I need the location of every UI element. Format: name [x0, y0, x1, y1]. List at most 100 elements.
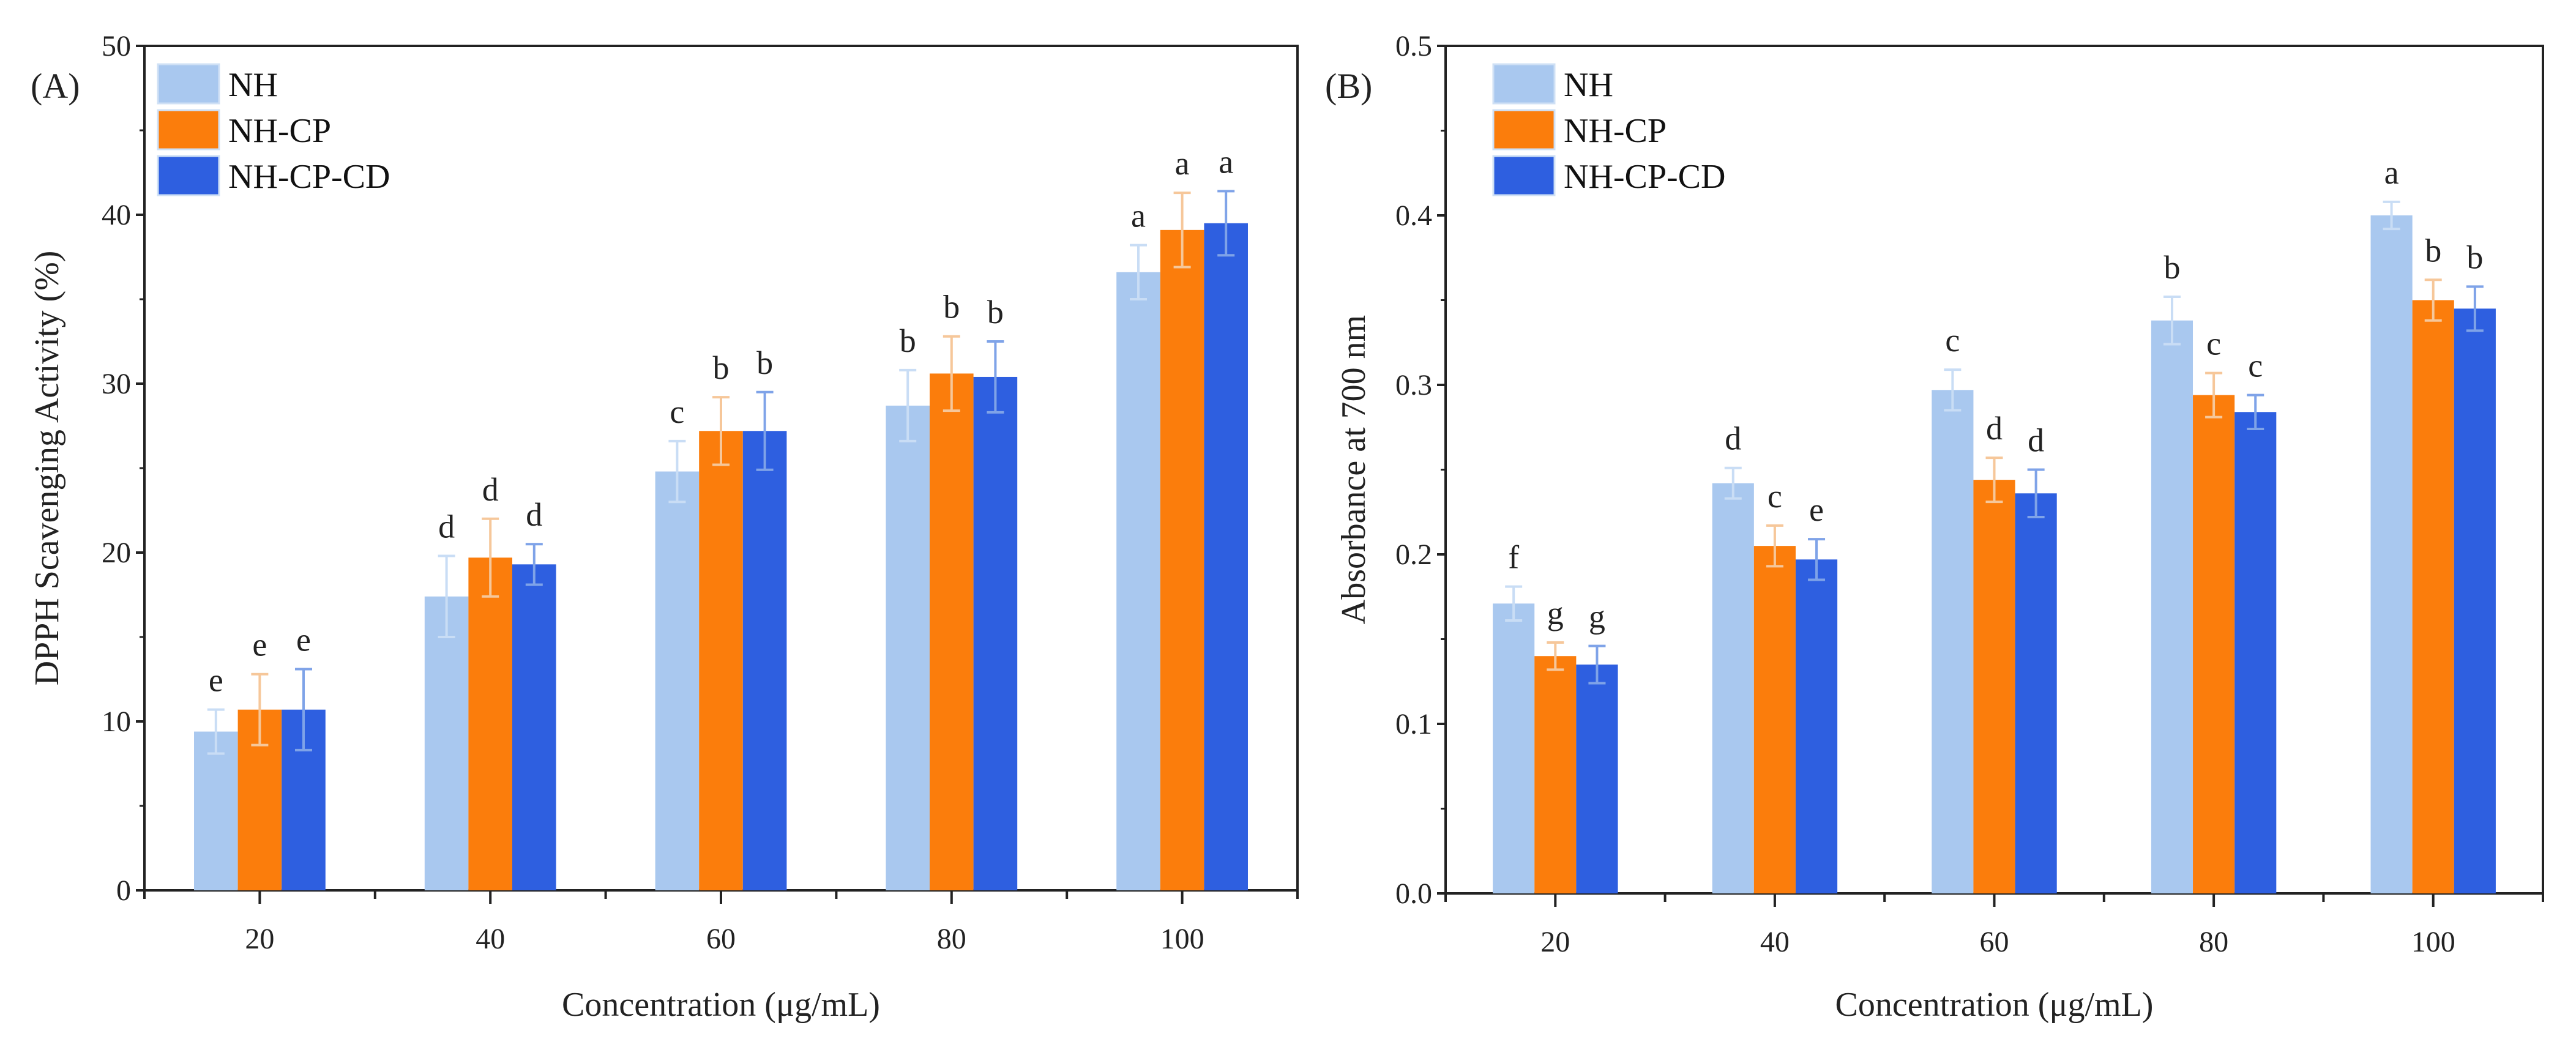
significance-letter: d [2028, 422, 2044, 459]
legend-swatch [1492, 155, 1556, 196]
panel-label: (A) [31, 66, 80, 106]
significance-letter: c [670, 393, 684, 430]
bar-nh-cp-cd-80 [2234, 412, 2277, 893]
significance-letter: c [1945, 322, 1960, 359]
bar-nh-cp-80 [2193, 395, 2235, 893]
bar-nh-100 [2370, 215, 2413, 893]
significance-letter: b [943, 289, 960, 326]
legend-label: NH [228, 66, 278, 104]
legend-label: NH-CP [1564, 112, 1667, 150]
significance-letter: b [987, 294, 1004, 330]
significance-letter: d [482, 471, 499, 508]
significance-letter: e [296, 621, 311, 658]
bar-nh-cp-cd-100 [2454, 308, 2496, 894]
bar-nh-60 [1932, 390, 1974, 893]
significance-letter: c [1768, 478, 1782, 515]
bar-nh-cp-60 [699, 431, 743, 890]
bar-nh-cp-cd-40 [512, 564, 556, 890]
bar-nh-cp-cd-40 [1795, 559, 1838, 893]
x-tick-label: 60 [706, 923, 736, 955]
bar-nh-80 [2151, 320, 2193, 893]
significance-letter: e [1809, 491, 1824, 528]
bar-nh-100 [1116, 272, 1160, 891]
significance-letter: b [713, 349, 730, 386]
y-tick-label: 0 [116, 874, 131, 907]
y-tick-label: 40 [102, 199, 131, 231]
y-tick-label: 0.2 [1395, 538, 1432, 571]
legend: NH NH-CP NH-CP-CD [157, 63, 390, 196]
bar-nh-cp-20 [1534, 656, 1577, 893]
legend: NH NH-CP NH-CP-CD [1492, 63, 1725, 196]
bar-nh-cp-100 [2412, 300, 2454, 893]
significance-letter: a [1219, 143, 1233, 180]
y-tick-label: 10 [102, 706, 131, 738]
significance-letter: g [1589, 598, 1605, 635]
x-tick-label: 100 [1160, 923, 1204, 955]
x-tick-label: 80 [2199, 926, 2228, 958]
legend-swatch [1492, 109, 1556, 151]
bar-nh-cp-cd-60 [742, 431, 787, 890]
y-tick-label: 50 [102, 30, 131, 62]
x-tick-label: 60 [1980, 926, 2009, 958]
bar-nh-cp-cd-100 [1204, 223, 1248, 890]
y-tick-label: 0.0 [1395, 877, 1432, 910]
significance-letter: f [1508, 539, 1519, 576]
significance-letter: d [438, 509, 455, 545]
legend-label: NH-CP-CD [228, 158, 390, 196]
x-tick-label: 100 [2411, 926, 2455, 958]
significance-letter: g [1547, 595, 1564, 631]
significance-letter: d [1725, 420, 1741, 457]
bar-nh-cp-80 [930, 373, 974, 890]
significance-letter: a [1131, 198, 1146, 234]
y-tick-label: 0.1 [1395, 708, 1432, 740]
x-tick-label: 20 [245, 923, 274, 955]
significance-letter: c [2248, 348, 2263, 384]
y-axis-label: DPPH Scavenging Activity (%) [28, 251, 66, 686]
significance-letter: b [2466, 239, 2483, 275]
significance-letter: e [209, 662, 223, 699]
y-axis-label: Absorbance at 700 nm [1335, 315, 1373, 624]
x-tick-label: 40 [1760, 926, 1790, 958]
bar-nh-cp-100 [1160, 229, 1204, 891]
legend-label: NH-CP [228, 112, 331, 150]
bar-nh-40 [424, 596, 469, 890]
significance-letter: c [2206, 326, 2221, 362]
significance-letter: a [1175, 145, 1190, 182]
significance-letter: b [756, 345, 773, 381]
y-tick-label: 20 [102, 537, 131, 569]
y-tick-label: 30 [102, 368, 131, 400]
bar-nh-40 [1712, 483, 1754, 893]
x-tick-label: 20 [1540, 926, 1570, 958]
panel-label: (B) [1325, 66, 1372, 106]
bar-nh-cp-cd-60 [2015, 493, 2057, 893]
bar-nh-20 [194, 731, 238, 890]
x-axis-label: Concentration (μg/mL) [1835, 986, 2154, 1024]
significance-letter: b [2425, 232, 2441, 269]
bar-nh-20 [1493, 603, 1535, 893]
bar-nh-cp-40 [1753, 546, 1796, 893]
significance-letter: d [1986, 410, 2003, 447]
legend-swatch [157, 63, 220, 105]
y-tick-label: 0.4 [1395, 199, 1432, 232]
legend-swatch [1492, 63, 1556, 105]
bar-nh-cp-cd-80 [973, 376, 1018, 890]
bar-nh-cp-40 [468, 557, 512, 890]
significance-letter: b [900, 322, 916, 359]
x-tick-label: 40 [476, 923, 505, 955]
bar-nh-60 [655, 471, 700, 890]
significance-letter: d [526, 496, 542, 533]
significance-letter: b [2163, 249, 2180, 286]
legend-label: NH [1564, 66, 1613, 104]
y-tick-label: 0.3 [1395, 369, 1432, 401]
legend-swatch [157, 109, 220, 151]
x-tick-label: 80 [937, 923, 966, 955]
legend-swatch [157, 155, 220, 196]
bar-nh-cp-cd-20 [1576, 665, 1618, 893]
legend-label: NH-CP-CD [1564, 158, 1725, 196]
bar-nh-80 [886, 405, 930, 890]
x-axis-label: Concentration (μg/mL) [562, 986, 880, 1024]
bar-nh-cp-60 [1973, 480, 2015, 893]
